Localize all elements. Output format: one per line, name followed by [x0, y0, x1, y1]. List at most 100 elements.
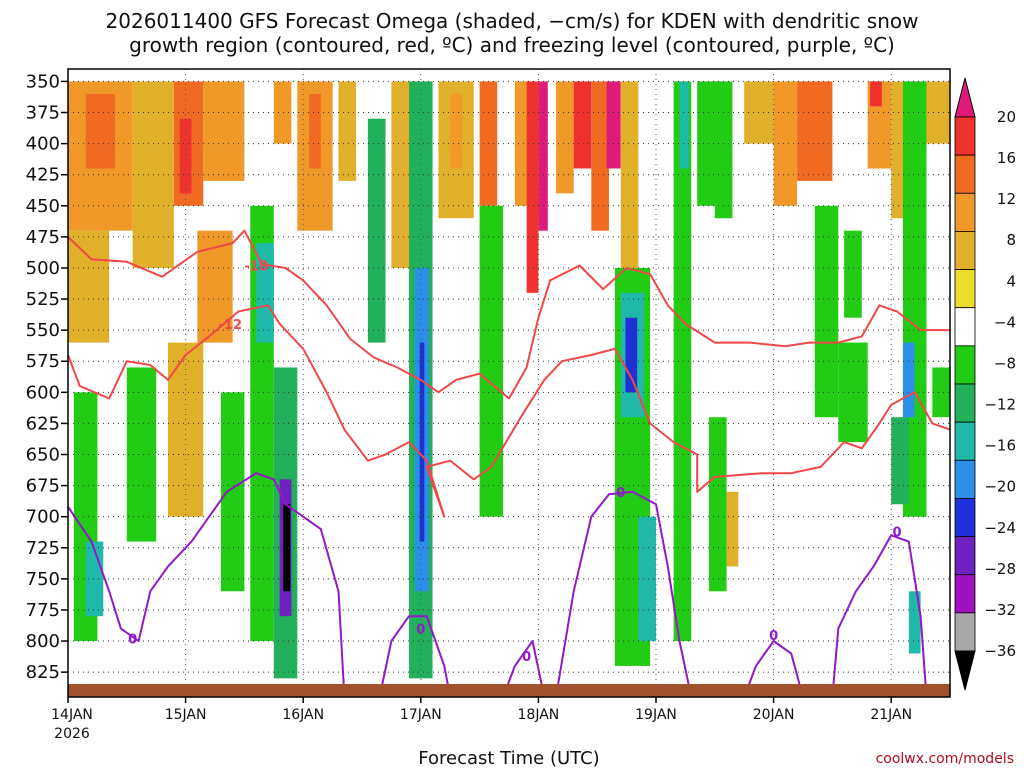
omega-cell-54 — [844, 230, 862, 318]
omega-cell-51 — [797, 81, 833, 181]
omega-cell-7 — [197, 230, 233, 343]
omega-cell-56 — [870, 81, 882, 107]
freezing-contour-label-1: 0 — [416, 623, 425, 638]
colorbar: 20 16 12 8 4 −4 −8 −12 −16 −20 −24 −28 −32 −36 — [954, 77, 1016, 691]
colorbar-label-9: −20 — [984, 478, 1016, 496]
omega-cell-15 — [273, 81, 292, 144]
x-tick-label-2: 16JAN — [282, 707, 324, 723]
y-tick-label-675: 675 — [26, 476, 60, 497]
freezing-contour-3 — [555, 490, 693, 698]
chart-title-line-2: growth region (contoured, red, ºC) and f… — [129, 33, 895, 57]
pressure-axis: 350 375 400 425 450 475 500 525 550 575 600 625 650 6… — [26, 71, 68, 683]
y-tick-label-700: 700 — [26, 507, 60, 528]
freezing-contour-label-4: 0 — [769, 629, 778, 644]
freezing-contour-label-3: 0 — [616, 486, 625, 501]
colorbar-label-7: −12 — [984, 396, 1016, 414]
omega-cell-60 — [891, 417, 909, 505]
freezing-contour-5 — [831, 534, 928, 698]
y-tick-label-625: 625 — [26, 413, 60, 434]
omega-cell-43 — [673, 81, 692, 642]
colorbar-bin-1 — [954, 154, 976, 194]
omega-cell-61 — [908, 591, 921, 654]
y-tick-label-800: 800 — [26, 631, 60, 652]
x-tick-label-4: 18JAN — [518, 707, 560, 723]
x-start-year: 2026 — [54, 726, 90, 742]
contour-layer: -18 -12 0 0 0 0 0 0 — [67, 229, 951, 698]
x-tick-label-7: 21JAN — [870, 707, 912, 723]
colorbar-bin-13 — [954, 612, 976, 652]
omega-cell-12 — [220, 392, 245, 592]
credit-link[interactable]: coolwx.com/models — [876, 751, 1014, 767]
colorbar-bin-2 — [954, 192, 976, 232]
omega-cell-2 — [85, 93, 116, 169]
colorbar-label-1: 16 — [997, 149, 1016, 167]
y-tick-label-550: 550 — [26, 320, 60, 341]
colorbar-label-4: 4 — [1006, 272, 1016, 290]
omega-cell-44 — [679, 81, 689, 169]
omega-cell-21 — [338, 81, 357, 181]
y-tick-label-775: 775 — [26, 600, 60, 621]
dgz-contour-label-0: -18 — [244, 259, 268, 274]
colorbar-bin-5 — [954, 307, 976, 347]
y-tick-label-425: 425 — [26, 165, 60, 186]
omega-cell-38 — [620, 81, 639, 268]
omega-cell-41 — [625, 317, 638, 393]
y-tick-label-650: 650 — [26, 445, 60, 466]
y-tick-label-400: 400 — [26, 134, 60, 155]
colorbar-label-6: −8 — [994, 354, 1016, 372]
y-tick-label-825: 825 — [26, 662, 60, 683]
dgz-contour-1 — [67, 304, 951, 518]
freezing-contour-1 — [378, 615, 452, 698]
colorbar-bin-11 — [954, 536, 976, 576]
colorbar-label-3: 8 — [1006, 231, 1016, 249]
omega-cell-34 — [556, 81, 574, 194]
colorbar-bin-12 — [954, 574, 976, 614]
colorbar-label-2: 12 — [997, 190, 1016, 208]
omega-cell-50 — [773, 81, 798, 206]
colorbar-bin-8 — [954, 421, 976, 461]
colorbar-label-12: −32 — [984, 601, 1016, 619]
omega-cell-52 — [814, 205, 839, 418]
colorbar-label-0: 20 — [997, 108, 1016, 126]
colorbar-bin-4 — [954, 269, 976, 309]
x-tick-label-0: 14JAN — [51, 707, 93, 723]
terrain-surface — [68, 684, 950, 697]
colorbar-label-5: −4 — [994, 313, 1016, 331]
omega-cell-22 — [367, 118, 386, 343]
plot-frame — [67, 68, 951, 698]
y-tick-label-350: 350 — [26, 71, 60, 92]
omega-cell-47 — [708, 417, 727, 592]
colorbar-top-arrow — [954, 77, 976, 118]
y-tick-label-375: 375 — [26, 103, 60, 124]
omega-cell-42 — [638, 516, 656, 642]
y-tick-label-600: 600 — [26, 382, 60, 403]
colorbar-bin-6 — [954, 345, 976, 385]
omega-cell-35 — [573, 81, 592, 169]
y-tick-label-525: 525 — [26, 289, 60, 310]
freezing-contour-4 — [743, 640, 804, 698]
y-tick-label-575: 575 — [26, 351, 60, 372]
freezing-contour-label-2: 0 — [522, 650, 531, 665]
y-tick-label-750: 750 — [26, 569, 60, 590]
colorbar-label-13: −36 — [984, 642, 1016, 660]
x-tick-label-1: 15JAN — [165, 707, 207, 723]
omega-cell-1 — [68, 230, 110, 343]
omega-cell-48 — [726, 491, 739, 567]
omega-cell-32 — [526, 81, 539, 293]
freezing-contour-label-0: 0 — [128, 633, 137, 648]
freezing-contour-label-5: 0 — [893, 526, 902, 541]
colorbar-bin-9 — [954, 459, 976, 499]
freezing-contour-0 — [67, 472, 346, 698]
colorbar-bottom-arrow — [954, 650, 976, 691]
omega-cell-46 — [714, 81, 733, 219]
omega-cell-26 — [419, 342, 425, 542]
x-tick-label-3: 17JAN — [400, 707, 442, 723]
omega-cell-33 — [538, 81, 548, 231]
colorbar-label-8: −16 — [984, 437, 1016, 455]
omega-cell-5 — [179, 118, 192, 194]
freezing-contour-2 — [502, 640, 546, 698]
grid-layer — [68, 69, 950, 697]
colorbar-bin-3 — [954, 231, 976, 270]
omega-cell-63 — [932, 367, 950, 418]
